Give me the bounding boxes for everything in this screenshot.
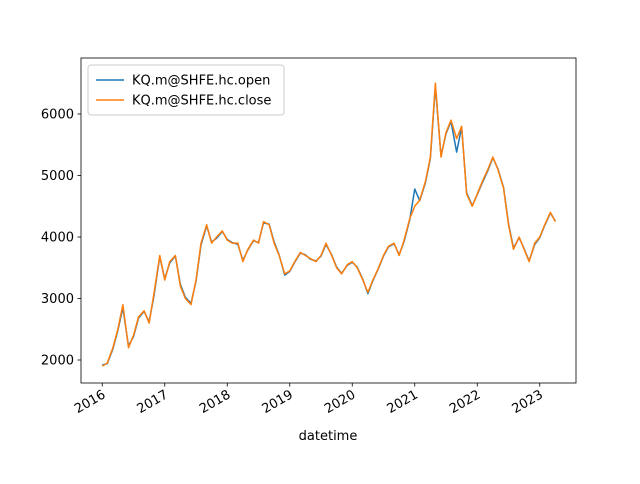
y-tick-label: 6000 (41, 108, 74, 123)
y-tick-label: 3000 (41, 292, 74, 307)
legend-label: KQ.m@SHFE.hc.close (132, 94, 271, 109)
y-tick-label: 5000 (41, 169, 74, 184)
plot-frame (80, 57, 577, 384)
legend-label: KQ.m@SHFE.hc.open (132, 74, 270, 89)
legend: KQ.m@SHFE.hc.open KQ.m@SHFE.hc.close (87, 64, 285, 116)
x-axis-label: datetime (299, 429, 358, 444)
y-tick-label: 2000 (41, 354, 74, 369)
y-tick-label: 4000 (41, 231, 74, 246)
series-line (101, 82, 557, 367)
legend-box (87, 64, 285, 116)
